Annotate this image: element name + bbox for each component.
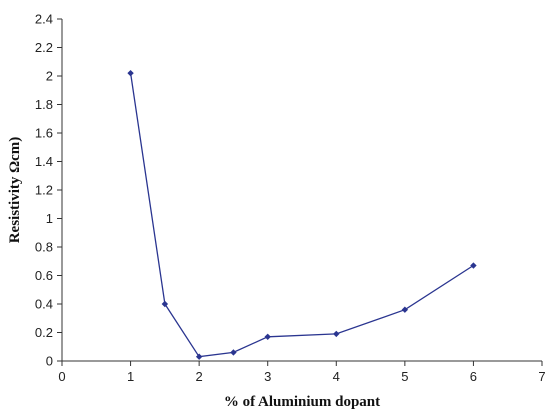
data-point — [264, 333, 271, 340]
y-tick-label: 2.4 — [35, 12, 53, 27]
y-tick-label: 0.4 — [35, 297, 53, 312]
y-tick-label: 0 — [46, 354, 53, 369]
y-axis-title: Resistivity Ωcm) — [7, 137, 23, 244]
y-axis-ticks: 0 0.2 0.4 0.6 0.8 1 1.2 1.4 1.6 1.8 2 2.2 2.4 — [35, 12, 62, 369]
x-tick-label: 7 — [538, 369, 545, 384]
axes — [61, 19, 542, 362]
y-tick-label: 1.8 — [35, 97, 53, 112]
y-tick-label: 0.8 — [35, 240, 53, 255]
data-point — [230, 349, 237, 356]
x-axis-ticks: 0 1 2 3 4 5 6 7 — [58, 361, 546, 384]
x-tick-label: 2 — [196, 369, 203, 384]
x-axis-title: % of Aluminium dopant — [224, 394, 380, 410]
x-tick-label: 1 — [127, 369, 134, 384]
x-tick-label: 0 — [58, 369, 65, 384]
data-point — [401, 306, 409, 313]
y-tick-label: 2 — [46, 69, 53, 84]
series-line — [129, 73, 474, 358]
data-point — [333, 330, 340, 338]
y-tick-label: 1.4 — [35, 154, 53, 169]
x-tick-label: 4 — [333, 369, 340, 384]
y-tick-label: 0.6 — [35, 268, 53, 283]
data-series — [127, 69, 477, 360]
data-point — [161, 300, 169, 308]
y-tick-label: 1 — [46, 211, 53, 226]
x-tick-label: 6 — [470, 369, 477, 384]
data-point — [127, 69, 134, 77]
data-point — [195, 353, 203, 360]
x-tick-label: 3 — [264, 369, 271, 384]
y-tick-label: 2.2 — [35, 40, 53, 55]
y-tick-label: 1.6 — [35, 126, 53, 141]
x-tick-label: 5 — [401, 369, 408, 384]
y-tick-label: 1.2 — [35, 183, 53, 198]
y-tick-label: 0.2 — [35, 325, 53, 340]
data-point — [470, 262, 477, 269]
